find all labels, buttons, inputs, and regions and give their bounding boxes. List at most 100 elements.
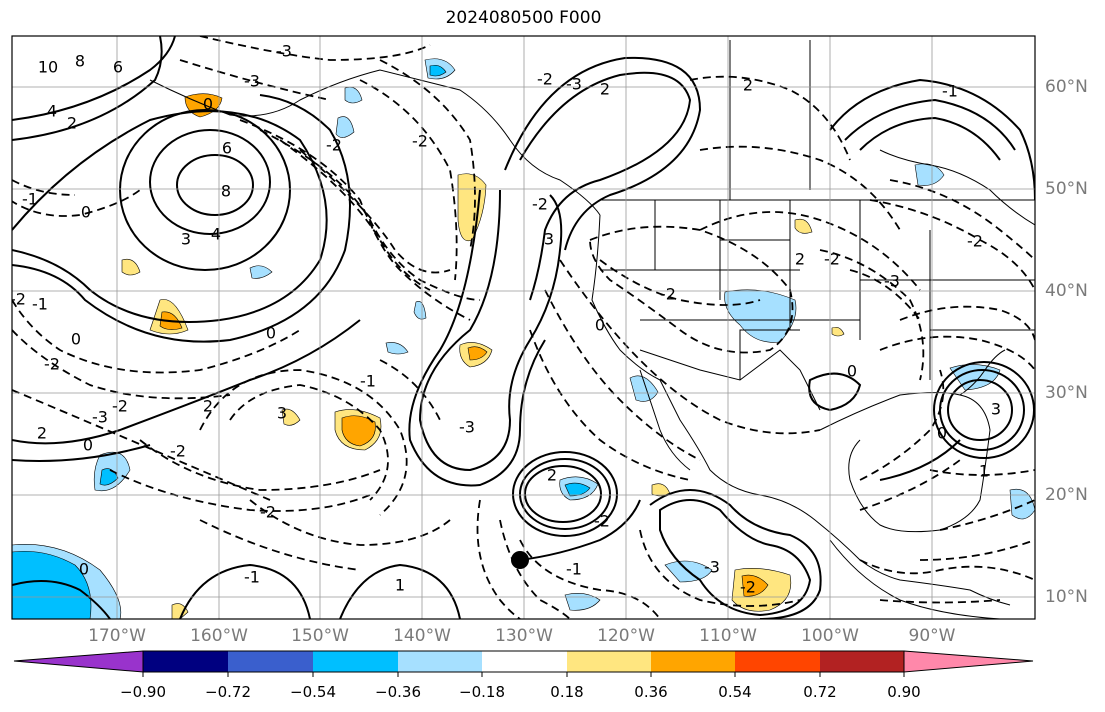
contour-label: 2 <box>743 76 753 95</box>
latitude-label: 60°N <box>1045 77 1088 97</box>
contour-label: 1 <box>395 576 405 595</box>
longitude-label: 110°W <box>699 626 757 646</box>
florida-coastline <box>959 349 1006 396</box>
contour-label: -1 <box>360 372 376 391</box>
shade-orange-area <box>741 574 769 597</box>
contour-label: 0 <box>83 436 93 455</box>
contour-label: 1 <box>979 462 989 481</box>
contour-labels: 10 8 6 4 2 8 6 -1 0 3 4 -2 -1 0 -2 2 0 0… <box>12 42 1001 597</box>
contour-label: -2 <box>660 285 676 304</box>
shade-blue-area <box>385 342 409 355</box>
contour-label: 4 <box>211 225 221 244</box>
contour-label: 0 <box>79 560 89 579</box>
longitude-label: 140°W <box>393 626 451 646</box>
contour-label: -1 <box>32 295 48 314</box>
shade-blue-area <box>564 593 601 611</box>
geographic-boundaries <box>149 40 1035 619</box>
contour-label: 0 <box>81 203 91 222</box>
contour-label: -1 <box>566 560 582 579</box>
alaska-coastline <box>149 69 601 216</box>
solid-contours <box>12 36 1035 619</box>
contour-label: 3 <box>181 230 191 249</box>
colorbar-tick-label: 0.18 <box>550 683 584 701</box>
contour-label: 0 <box>595 316 605 335</box>
colorbar-segment <box>228 651 313 672</box>
shade-orange-area <box>341 415 376 447</box>
contour-label: 2 <box>600 80 610 99</box>
contour-label: 0 <box>847 362 857 381</box>
central-america-coastline <box>829 539 1001 619</box>
contour-label: 0 <box>266 324 276 343</box>
contour-label: 3 <box>544 230 554 249</box>
north-america-coastline <box>591 214 1011 606</box>
contour-label: 3 <box>277 404 287 423</box>
contour-label: -2 <box>326 136 342 155</box>
gridlines <box>12 36 1035 619</box>
contour-label: 2 <box>37 424 47 443</box>
latitude-label: 50°N <box>1045 179 1088 199</box>
longitude-label: 130°W <box>495 626 553 646</box>
shade-deepblue-area <box>429 64 447 77</box>
baja-california-coastline <box>639 369 691 471</box>
contour-label: 4 <box>47 102 57 121</box>
colorbar-segment <box>651 651 735 672</box>
contour-label: -3 <box>884 272 900 291</box>
colorbar-tick-label: −0.90 <box>120 683 166 701</box>
longitude-label: 150°W <box>291 626 349 646</box>
contour-label: 8 <box>221 182 231 201</box>
colorbar-segment <box>143 651 228 672</box>
colorbar-tick-label: 0.36 <box>634 683 668 701</box>
contour-label: 3 <box>991 400 1001 419</box>
hudson-bay-coastline <box>879 149 1035 226</box>
contour-label: -3 <box>459 418 475 437</box>
colorbar-tick-label: 0.90 <box>887 683 921 701</box>
colorbar-segment <box>820 651 904 672</box>
colorbar-tick-label: −0.54 <box>290 683 336 701</box>
colorbar-right-arrow <box>903 650 1034 673</box>
contour-label: 2 <box>795 250 805 269</box>
contour-label: -2 <box>967 232 983 251</box>
longitude-label: 170°W <box>88 626 146 646</box>
longitude-label: 90°W <box>908 626 956 646</box>
shade-blue-area <box>413 301 427 320</box>
contour-label: -1 <box>22 190 38 209</box>
map-frame <box>11 35 1036 620</box>
shade-blue-area <box>249 265 273 279</box>
contour-label: -2 <box>537 70 553 89</box>
colorbar-tick-label: 0.54 <box>718 683 752 701</box>
longitude-label: 120°W <box>597 626 655 646</box>
contour-label: -3 <box>92 408 108 427</box>
colorbar <box>13 650 1034 677</box>
colorbar-segment <box>567 651 651 672</box>
shade-deepblue-area <box>12 550 92 619</box>
contour-label: -3 <box>704 558 720 577</box>
map-title: 2024080500 F000 <box>445 8 602 28</box>
marker-dot <box>511 551 529 569</box>
contour-label: -2 <box>594 512 610 531</box>
contour-label: -2 <box>44 355 60 374</box>
contour-label: 2 <box>67 114 77 133</box>
contour-label: -2 <box>112 397 128 416</box>
longitude-label: 100°W <box>801 626 859 646</box>
latitude-label: 10°N <box>1045 587 1088 607</box>
contour-label: -2 <box>740 578 756 597</box>
contour-label: 0 <box>203 95 213 114</box>
latitude-label: 40°N <box>1045 281 1088 301</box>
contour-label: -3 <box>276 42 292 61</box>
shade-deepblue-area <box>564 482 591 497</box>
contour-label: -2 <box>532 195 548 214</box>
latitude-label: 20°N <box>1045 485 1088 505</box>
contour-label: 2 <box>547 466 557 485</box>
shade-yellow-area <box>831 326 845 337</box>
longitude-label: 160°W <box>190 626 248 646</box>
shade-yellow-area <box>794 218 813 234</box>
colorbar-segment <box>482 651 567 672</box>
colorbar-segment <box>313 651 398 672</box>
dashed-contours <box>12 36 1035 619</box>
contour-label: -2 <box>412 132 428 151</box>
contour-label: -3 <box>244 72 260 91</box>
colorbar-left-arrow <box>13 650 144 673</box>
contour-label: -2 <box>824 250 840 269</box>
contour-label: 2 <box>203 397 213 416</box>
